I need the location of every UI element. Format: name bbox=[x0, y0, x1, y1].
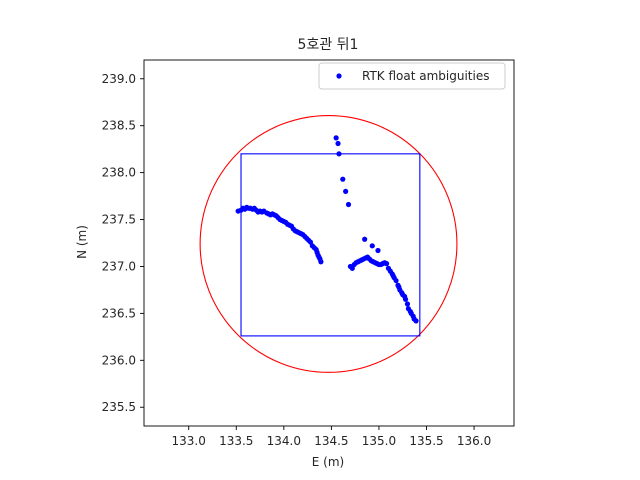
y-axis-label: N (m) bbox=[75, 225, 89, 259]
boundary-circle bbox=[199, 114, 458, 373]
y-tick-label: 237.5 bbox=[102, 213, 136, 227]
data-point bbox=[383, 261, 390, 267]
legend-marker bbox=[336, 73, 342, 79]
y-tick-label: 235.5 bbox=[102, 400, 136, 414]
data-point bbox=[345, 201, 352, 208]
chart-title: 5호관 뒤1 bbox=[298, 37, 359, 53]
x-tick-label: 135.0 bbox=[362, 434, 396, 448]
y-tick-label: 236.0 bbox=[102, 353, 136, 367]
y-tick-label: 237.0 bbox=[102, 259, 136, 273]
data-point bbox=[413, 318, 419, 324]
x-tick-label: 134.5 bbox=[314, 434, 348, 448]
data-point bbox=[404, 301, 411, 307]
data-point bbox=[318, 259, 324, 265]
bounding-box-rectangle bbox=[240, 153, 421, 337]
data-point bbox=[336, 151, 342, 157]
x-tick-label: 136.0 bbox=[457, 434, 491, 448]
legend: RTK float ambiguities bbox=[318, 62, 506, 90]
data-point bbox=[335, 140, 341, 147]
data-point bbox=[343, 188, 349, 194]
axes-frame bbox=[143, 59, 515, 427]
legend-label: RTK float ambiguities bbox=[362, 69, 489, 83]
legend-frame bbox=[318, 62, 506, 90]
x-tick-label: 135.5 bbox=[409, 434, 443, 448]
data-point bbox=[333, 135, 339, 141]
y-tick-label: 239.0 bbox=[102, 72, 136, 86]
data-point bbox=[393, 277, 399, 284]
data-point bbox=[402, 296, 409, 302]
y-tick-label: 238.0 bbox=[102, 166, 136, 180]
plot-area: 133.0 133.5 134.0 134.5 135.0 135.5 136.0 235.5… bbox=[102, 59, 515, 448]
data-point bbox=[375, 247, 381, 254]
y-tick-label: 238.5 bbox=[102, 119, 136, 133]
x-tick-label: 133.5 bbox=[219, 434, 253, 448]
x-tick-label: 133.0 bbox=[172, 434, 206, 448]
x-axis-label: E (m) bbox=[312, 455, 344, 469]
x-tick-label: 134.0 bbox=[267, 434, 301, 448]
data-point bbox=[340, 176, 346, 182]
data-point bbox=[369, 243, 375, 249]
y-tick-label: 236.5 bbox=[102, 306, 136, 320]
data-point bbox=[362, 236, 368, 242]
